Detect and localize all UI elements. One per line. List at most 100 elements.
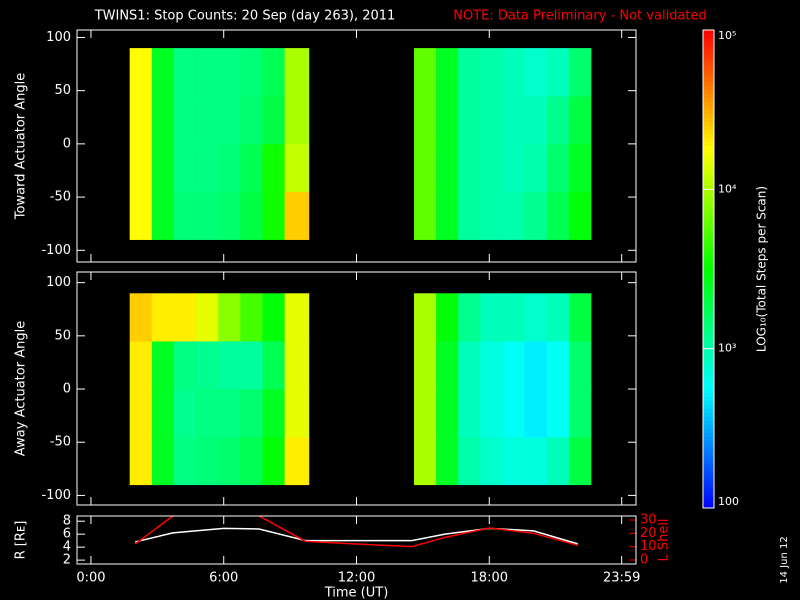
colorbar-cell [703,308,714,314]
colorbar-cell [703,348,714,354]
colorbar-cell [703,412,714,417]
heat-cell [458,143,481,193]
colorbar-cell [703,145,714,150]
heat-cell [414,95,437,145]
heat-cell [436,95,459,145]
heat-cell [480,341,503,390]
colorbar-cell [703,336,714,342]
heat-cell [480,48,503,97]
colorbar-cell [703,221,714,226]
x-tick-label: 18:00 [471,571,508,586]
x-axis-label: Time (UT) [324,586,389,600]
colorbar-cell [703,137,714,143]
colorbar-tick-label: 100 [718,495,739,508]
colorbar-cell [703,185,714,190]
heat-cell [196,341,219,390]
colorbar-cell [703,109,714,115]
heat-cell [480,95,503,145]
colorbar-cell [703,392,714,397]
colorbar-cell [703,149,714,154]
heat-cell [129,389,153,438]
colorbar-cell [703,292,714,298]
heat-cell [458,293,481,342]
heat-cell [151,436,175,486]
y-tick-label: 0 [63,382,71,397]
heat-cell [546,95,570,145]
heat-cell [524,143,548,193]
colorbar-cell [703,432,714,437]
heat-cell [173,191,197,240]
y2-tick-label: 0 [640,553,648,568]
heat-cell [262,95,285,145]
colorbar-cell [703,165,714,170]
colorbar-cell [703,360,714,366]
plot-area [129,293,592,486]
colorbar-cell [703,257,714,262]
colorbar-cell [703,189,714,194]
colorbar-cell [703,296,714,302]
heat-cell [568,389,592,438]
heat-cell [414,191,437,240]
colorbar-cell [703,440,714,445]
colorbar-cell [703,288,714,294]
heat-cell [129,191,153,240]
colorbar-cell [703,141,714,147]
y-tick-label: 2 [63,553,71,568]
colorbar-cell [703,284,714,290]
heat-cell [173,341,197,390]
colorbar-cell [703,368,714,374]
heat-cell [151,143,175,193]
heat-cell [173,389,197,438]
colorbar-cell [703,428,714,433]
heat-cell [524,48,548,97]
colorbar-cell [703,332,714,338]
colorbar-cell [703,304,714,310]
colorbar-cell [703,480,714,485]
colorbar-cell [703,456,714,461]
heat-cell [262,48,285,97]
heat-cell [458,436,481,486]
colorbar-cell [703,229,714,234]
colorbar-cell [703,97,714,103]
y-tick-label: 4 [63,540,71,555]
colorbar-cell [703,61,714,67]
colorbar-cell [703,93,714,99]
heat-cell [524,436,548,486]
heat-cell [284,389,310,438]
colorbar-cell [703,448,714,453]
colorbar-cell [703,424,714,429]
heat-cell [502,143,525,193]
heat-cell [502,191,525,240]
heat-cell [436,293,459,342]
colorbar-cell [703,65,714,71]
heat-cell [173,48,197,97]
heat-cell [129,293,153,342]
y-axis-label: Toward Actuator Angle [14,73,29,220]
heat-cell [151,95,175,145]
heat-cell [436,389,459,438]
colorbar-cell [703,280,714,286]
heat-cell [436,341,459,390]
colorbar-cell [703,169,714,174]
plot-area [129,48,592,240]
colorbar-cell [703,364,714,370]
colorbar-cell [703,468,714,473]
colorbar-cell [703,205,714,210]
heat-cell [284,293,310,342]
colorbar-cell [703,49,714,55]
heat-cell [173,436,197,486]
y-tick-label: -50 [50,190,71,205]
y-tick-label: 50 [54,83,71,98]
heat-cell [240,143,263,193]
colorbar-cell [703,33,714,39]
heat-cell [546,389,570,438]
heat-cell [218,143,241,193]
colorbar-cell [703,133,714,139]
heat-cell [284,95,310,145]
y2-tick-label: 10 [640,539,657,554]
colorbar-cell [703,53,714,59]
colorbar-cell [703,388,714,393]
colorbar-cell [703,500,714,505]
colorbar-cell [703,312,714,318]
